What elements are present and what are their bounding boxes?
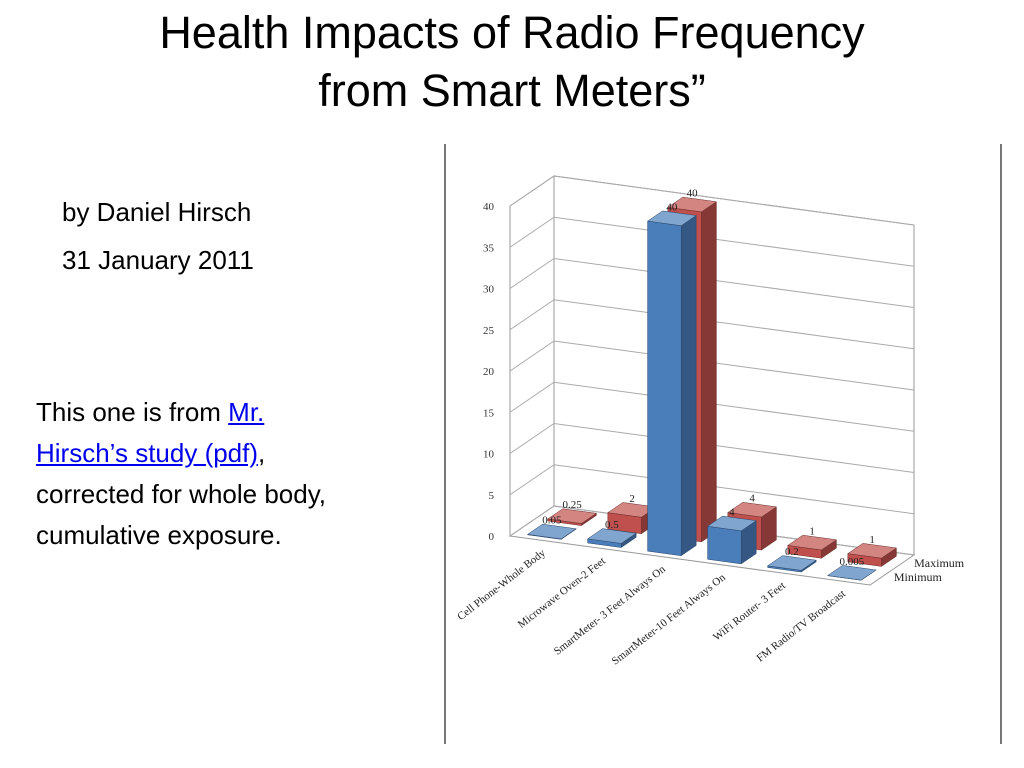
gridline-20	[509, 340, 915, 391]
date-text: 31 January 2011	[62, 245, 254, 275]
y-tick-label: 15	[483, 407, 495, 419]
bar-top-minimum	[586, 528, 637, 544]
bar-minimum	[647, 220, 682, 556]
gridline-15	[509, 381, 915, 432]
category-label: SmartMeter-10 Feet Always On	[610, 571, 729, 667]
y-tick-label: 0	[489, 531, 495, 543]
study-link-line-2: Hirsch’s study (pdf)	[36, 438, 259, 468]
bar-side-minimum	[680, 215, 697, 557]
bar-top-minimum	[646, 210, 697, 226]
chart-frame-right	[1000, 144, 1002, 744]
bar-top-maximum	[727, 502, 778, 518]
chart-frame-left	[444, 144, 446, 744]
title-line-2: from Smart Meters”	[318, 65, 706, 116]
bar-top-maximum	[787, 534, 838, 551]
gridline-0	[509, 505, 915, 556]
gridline-10	[509, 422, 915, 473]
y-tick-label: 20	[483, 366, 495, 378]
title-line-1: Health Impacts of Radio Frequency	[159, 7, 865, 58]
bar-top-minimum	[526, 523, 577, 540]
study-link-line-1: Mr.	[228, 397, 265, 427]
note-suffix-2: corrected for whole body,	[36, 479, 326, 509]
value-label-maximum: 1	[869, 534, 875, 546]
value-label-minimum: 0.005	[840, 556, 865, 568]
value-label-minimum: 0.5	[605, 519, 619, 531]
category-label: WiFi Router- 3 Feet	[711, 580, 788, 644]
y-tick-label: 35	[483, 242, 495, 254]
gridline-40	[509, 175, 915, 226]
gridline-25	[509, 299, 915, 350]
value-label-minimum: 0.05	[542, 515, 562, 527]
bar-top-minimum	[766, 555, 817, 571]
bar-chart: 0 5 10 15 20 25 30 35 40 0.25 2 40 4 1 1 0.05 0.5 40 4 0.2 0…	[455, 175, 965, 668]
author-text: by Daniel Hirsch	[62, 197, 252, 227]
source-note: This one is from Mr. Hirsch’s study (pdf)…	[36, 392, 416, 556]
bar-top-maximum	[667, 196, 718, 213]
y-tick-label: 25	[483, 325, 495, 337]
bar-top-minimum	[706, 515, 757, 532]
gridline-35	[509, 216, 915, 267]
value-label-maximum: 1	[809, 526, 815, 538]
study-link[interactable]: Mr. Hirsch’s study (pdf)	[36, 397, 264, 468]
value-label-maximum: 0.25	[562, 499, 582, 511]
category-label: SmartMeter- 3 Feet Always On	[552, 563, 668, 658]
value-label-maximum: 4	[749, 493, 755, 505]
bar-side-maximum	[701, 201, 717, 543]
value-label-maximum: 40	[687, 188, 699, 200]
y-tick-label: 40	[483, 201, 495, 213]
bar-minimum	[707, 526, 742, 565]
y-tick-label: 30	[483, 284, 495, 296]
note-prefix: This one is from	[36, 397, 229, 427]
bar-top-maximum	[847, 543, 898, 559]
gridline-5	[509, 464, 915, 515]
byline: by Daniel Hirsch 31 January 2011	[62, 188, 254, 284]
note-suffix-1: ,	[258, 438, 266, 468]
bar-top-maximum	[547, 508, 598, 524]
legend-label-minimum: Minimum	[894, 570, 943, 584]
value-label-minimum: 40	[666, 201, 678, 213]
value-label-minimum: 0.2	[785, 546, 799, 558]
y-tick-label: 10	[483, 449, 495, 461]
legend-label-maximum: Maximum	[914, 556, 965, 570]
value-label-minimum: 4	[729, 506, 735, 518]
bar-top-minimum	[826, 565, 877, 581]
slide-title: Health Impacts of Radio Frequency from S…	[0, 4, 1024, 120]
gridline-30	[509, 257, 915, 308]
y-tick-label: 5	[489, 490, 495, 502]
value-label-maximum: 2	[629, 493, 635, 505]
note-suffix-3: cumulative exposure.	[36, 520, 282, 550]
